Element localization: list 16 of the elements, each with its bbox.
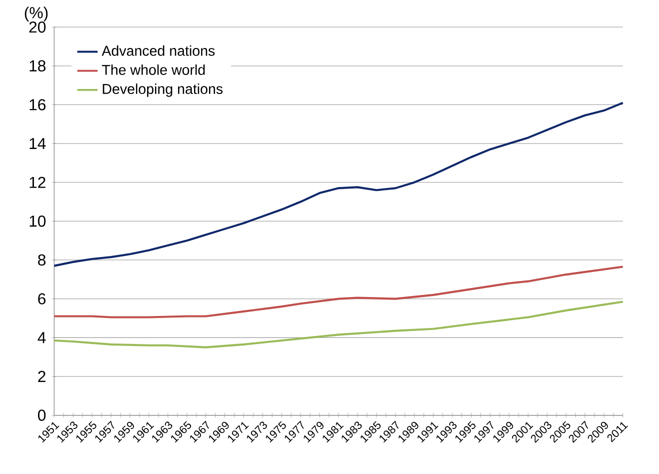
line-series [53,300,624,348]
y-tick-label: 4 [38,332,46,344]
legend-label: Advanced nations [102,45,215,56]
y-tick-label: 0 [38,410,46,421]
y-tick-label: 6 [38,293,46,304]
legend-label: Developing nations [102,84,223,97]
legend-label: The whole world [102,64,205,75]
y-tick-label: 14 [30,138,46,150]
y-tick-label: 20 [29,22,46,33]
y-tick-label: 2 [38,370,46,382]
y-tick-label: 10 [30,216,46,227]
y-tick-label: 8 [38,254,46,266]
y-tick-label: 16 [30,99,46,110]
y-tick-label: 18 [30,60,46,72]
y-axis-title: (%) [24,6,48,22]
y-tick-label: 12 [30,176,46,188]
